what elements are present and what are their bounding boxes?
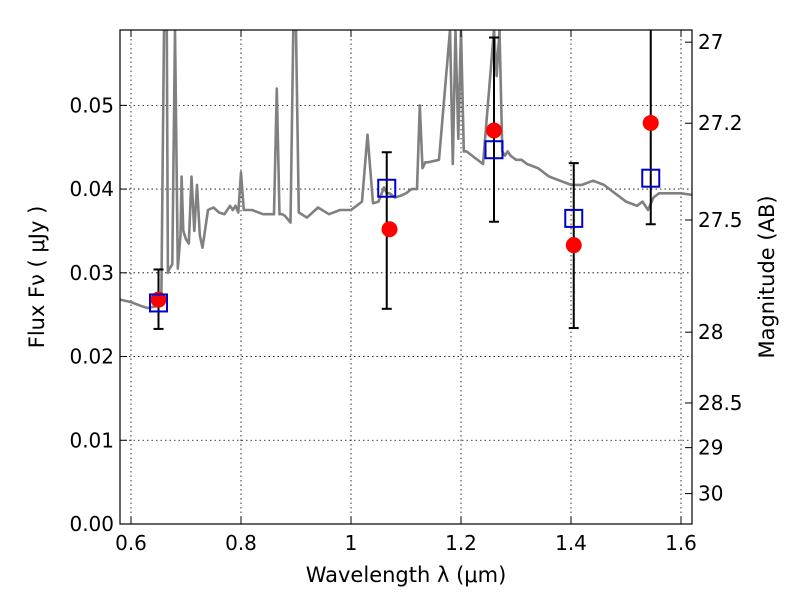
spectrum-layer [120, 30, 692, 310]
model-point [641, 168, 661, 188]
model-point [149, 293, 168, 313]
observed-point [150, 291, 167, 308]
model-point [484, 140, 504, 160]
x-tick-label: 1.6 [665, 531, 697, 555]
x-axis-label: Wavelength λ (μm) [306, 563, 507, 587]
plot-frame [119, 29, 693, 525]
y-axis-label: Flux Fν ( μJy ) [25, 206, 49, 349]
y-tick-label: 0.01 [69, 428, 114, 452]
model-points-layer [149, 140, 661, 313]
spectrum-line [120, 30, 692, 310]
observed-point [642, 114, 659, 131]
x-axis-ticks: 0.6 0.8 1 1.2 1.4 1.6 [115, 30, 697, 555]
y2-tick-label: 28.5 [698, 391, 743, 415]
x-tick-label: 1.4 [555, 531, 587, 555]
y-axis-ticks: 0.00 0.01 0.02 0.03 0.04 0.05 [69, 93, 127, 536]
observed-point [565, 237, 582, 254]
error-bar-layer [153, 30, 656, 330]
y2-tick-label: 28 [698, 320, 723, 344]
observed-points-layer [150, 114, 659, 308]
y2-axis-ticks: 27 27.2 27.5 28 28.5 29 30 [685, 30, 743, 506]
x-tick-label: 0.8 [225, 531, 257, 555]
y-tick-label: 0.04 [69, 177, 114, 201]
y2-tick-label: 27 [698, 30, 723, 54]
model-point [564, 208, 584, 228]
x-tick-label: 0.6 [115, 531, 147, 555]
observed-point [381, 221, 398, 238]
y2-tick-label: 30 [698, 482, 723, 506]
x-tick-label: 1.2 [445, 531, 477, 555]
y-tick-label: 0.03 [69, 261, 114, 285]
y2-tick-label: 29 [698, 436, 723, 460]
y-tick-label: 0.05 [69, 93, 114, 117]
model-point [377, 178, 397, 198]
grid [120, 30, 692, 524]
x-tick-label: 1 [345, 531, 358, 555]
y-tick-label: 0.00 [69, 512, 114, 536]
y-tick-label: 0.02 [69, 345, 114, 369]
observed-point [486, 122, 502, 139]
y2-tick-label: 27.2 [698, 111, 743, 135]
y2-axis-label: Magnitude (AB) [755, 195, 779, 358]
y2-tick-label: 27.5 [698, 208, 743, 232]
